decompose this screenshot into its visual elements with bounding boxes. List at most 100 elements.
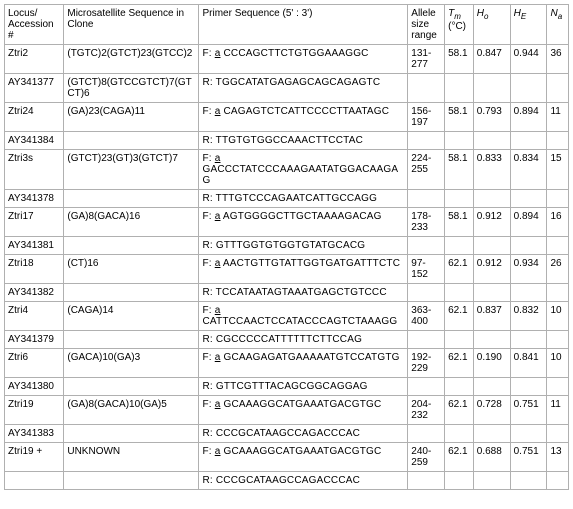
cell-tm: 58.1 bbox=[445, 45, 474, 74]
cell-allele: 156-197 bbox=[408, 103, 445, 132]
cell-microsatellite bbox=[64, 331, 199, 349]
cell-primer: R: TTTGTCCCAGAATCATTGCCAGG bbox=[199, 190, 408, 208]
cell-he: 0.834 bbox=[510, 150, 547, 190]
cell-microsatellite: (GA)8(GACA)10(GA)5 bbox=[64, 396, 199, 425]
cell-tm bbox=[445, 378, 474, 396]
cell-ho bbox=[473, 132, 510, 150]
cell-tm: 62.1 bbox=[445, 349, 474, 378]
cell-allele bbox=[408, 331, 445, 349]
cell-tm: 58.1 bbox=[445, 208, 474, 237]
cell-locus: AY341384 bbox=[5, 132, 64, 150]
cell-locus: Ztri19 bbox=[5, 396, 64, 425]
cell-na: 15 bbox=[547, 150, 569, 190]
cell-microsatellite: (GTCT)8(GTCCGTCT)7(GTCT)6 bbox=[64, 74, 199, 103]
cell-na: 16 bbox=[547, 208, 569, 237]
cell-tm: 62.1 bbox=[445, 255, 474, 284]
cell-allele: 192-229 bbox=[408, 349, 445, 378]
header-primer: Primer Sequence (5' : 3') bbox=[199, 5, 408, 45]
cell-na: 11 bbox=[547, 396, 569, 425]
cell-primer: R: CCCGCATAAGCCAGACCCAC bbox=[199, 425, 408, 443]
header-ho: Ho bbox=[473, 5, 510, 45]
microsatellite-table: Locus/ Accession # Microsatellite Sequen… bbox=[4, 4, 569, 490]
cell-na bbox=[547, 132, 569, 150]
cell-na bbox=[547, 378, 569, 396]
cell-tm: 62.1 bbox=[445, 396, 474, 425]
table-row: R: CCCGCATAAGCCAGACCCAC bbox=[5, 472, 569, 490]
cell-na bbox=[547, 284, 569, 302]
header-allele: Allele size range bbox=[408, 5, 445, 45]
cell-locus: AY341378 bbox=[5, 190, 64, 208]
cell-microsatellite bbox=[64, 284, 199, 302]
table-row: Ztri24(GA)23(CAGA)11F: a CAGAGTCTCATTCCC… bbox=[5, 103, 569, 132]
cell-tm: 62.1 bbox=[445, 302, 474, 331]
cell-he bbox=[510, 425, 547, 443]
cell-locus: AY341380 bbox=[5, 378, 64, 396]
cell-he bbox=[510, 237, 547, 255]
cell-locus: AY341383 bbox=[5, 425, 64, 443]
cell-locus bbox=[5, 472, 64, 490]
cell-tm bbox=[445, 237, 474, 255]
cell-allele bbox=[408, 74, 445, 103]
cell-locus: AY341377 bbox=[5, 74, 64, 103]
cell-locus: Ztri19 + bbox=[5, 443, 64, 472]
cell-ho bbox=[473, 425, 510, 443]
table-container: Locus/ Accession # Microsatellite Sequen… bbox=[0, 0, 573, 494]
cell-he bbox=[510, 284, 547, 302]
cell-na bbox=[547, 472, 569, 490]
cell-tm: 58.1 bbox=[445, 150, 474, 190]
cell-microsatellite bbox=[64, 425, 199, 443]
table-row: AY341377(GTCT)8(GTCCGTCT)7(GTCT)6R: TGGC… bbox=[5, 74, 569, 103]
cell-he: 0.751 bbox=[510, 396, 547, 425]
cell-allele bbox=[408, 425, 445, 443]
cell-allele: 224-255 bbox=[408, 150, 445, 190]
table-row: Ztri2(TGTC)2(GTCT)23(GTCC)2F: a CCCAGCTT… bbox=[5, 45, 569, 74]
cell-primer: F: a CCCAGCTTCTGTGGAAAGGC bbox=[199, 45, 408, 74]
cell-ho: 0.190 bbox=[473, 349, 510, 378]
cell-ho bbox=[473, 284, 510, 302]
cell-locus: Ztri18 bbox=[5, 255, 64, 284]
cell-microsatellite bbox=[64, 132, 199, 150]
cell-na bbox=[547, 237, 569, 255]
cell-ho: 0.688 bbox=[473, 443, 510, 472]
cell-locus: Ztri3s bbox=[5, 150, 64, 190]
cell-allele: 97-152 bbox=[408, 255, 445, 284]
table-row: Ztri6(GACA)10(GA)3F: a GCAAGAGATGAAAAATG… bbox=[5, 349, 569, 378]
cell-tm bbox=[445, 74, 474, 103]
cell-primer: F: a GCAAAGGCATGAAATGACGTGC bbox=[199, 396, 408, 425]
cell-na: 36 bbox=[547, 45, 569, 74]
table-row: AY341383 R: CCCGCATAAGCCAGACCCAC bbox=[5, 425, 569, 443]
header-na: Na bbox=[547, 5, 569, 45]
cell-allele: 178-233 bbox=[408, 208, 445, 237]
cell-he: 0.894 bbox=[510, 208, 547, 237]
cell-microsatellite bbox=[64, 472, 199, 490]
cell-microsatellite: UNKNOWN bbox=[64, 443, 199, 472]
cell-he: 0.751 bbox=[510, 443, 547, 472]
cell-allele: 363-400 bbox=[408, 302, 445, 331]
cell-primer: F: a GCAAAGGCATGAAATGACGTGC bbox=[199, 443, 408, 472]
cell-microsatellite: (CAGA)14 bbox=[64, 302, 199, 331]
cell-ho bbox=[473, 331, 510, 349]
cell-tm bbox=[445, 425, 474, 443]
cell-primer: R: CCCGCATAAGCCAGACCCAC bbox=[199, 472, 408, 490]
cell-microsatellite: (GA)8(GACA)16 bbox=[64, 208, 199, 237]
cell-he: 0.934 bbox=[510, 255, 547, 284]
table-row: Ztri4(CAGA)14F: a CATTCCAACTCCATACCCAGTC… bbox=[5, 302, 569, 331]
cell-primer: F: a AACTGTTGTATTGGTGATGATTTCTC bbox=[199, 255, 408, 284]
cell-allele bbox=[408, 237, 445, 255]
cell-he bbox=[510, 472, 547, 490]
cell-allele bbox=[408, 284, 445, 302]
cell-ho bbox=[473, 237, 510, 255]
cell-tm bbox=[445, 132, 474, 150]
cell-na bbox=[547, 190, 569, 208]
cell-primer: R: TGGCATATGAGAGCAGCAGAGTC bbox=[199, 74, 408, 103]
cell-he bbox=[510, 331, 547, 349]
cell-ho: 0.837 bbox=[473, 302, 510, 331]
cell-locus: Ztri6 bbox=[5, 349, 64, 378]
cell-microsatellite bbox=[64, 237, 199, 255]
cell-ho: 0.833 bbox=[473, 150, 510, 190]
cell-allele bbox=[408, 378, 445, 396]
cell-locus: Ztri17 bbox=[5, 208, 64, 237]
table-row: Ztri3s(GTCT)23(GT)3(GTCT)7F: a GACCCTATC… bbox=[5, 150, 569, 190]
cell-na: 11 bbox=[547, 103, 569, 132]
cell-allele: 131-277 bbox=[408, 45, 445, 74]
